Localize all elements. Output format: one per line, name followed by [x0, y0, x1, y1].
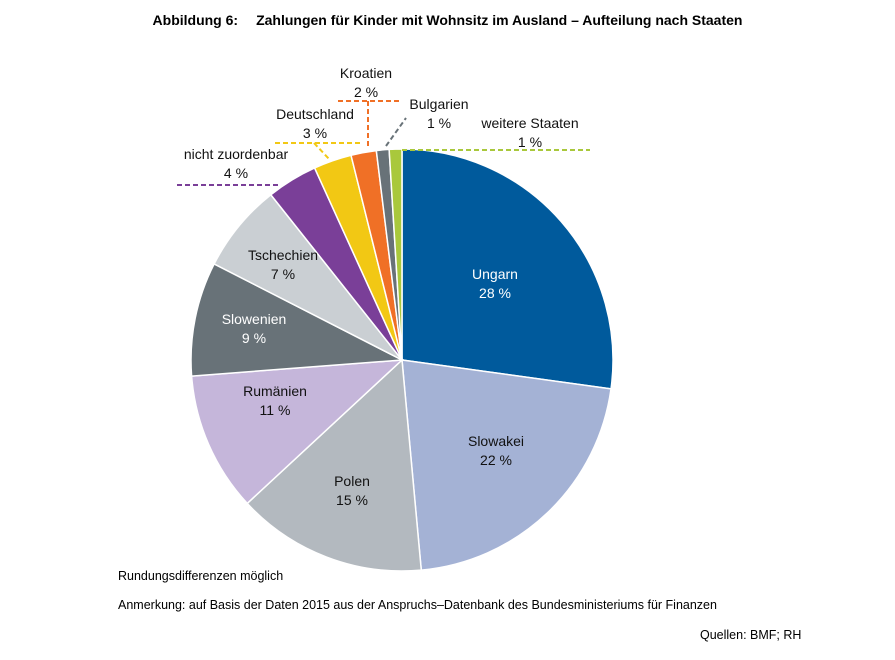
slice-label-slowakei: Slowakei 22 % — [467, 433, 525, 468]
figure-number: Abbildung 6: — [152, 12, 239, 28]
remark-note: Anmerkung: auf Basis der Daten 2015 aus … — [118, 598, 717, 612]
slice-weitere-staaten — [388, 148, 403, 361]
slice-label-ungarn: Ungarn 28 % — [472, 266, 518, 301]
slice-rumänien — [190, 359, 405, 505]
slice-label-slowenien: Slowenien 9 % — [221, 311, 287, 346]
chart-title: Abbildung 6: Zahlungen für Kinder mit Woh… — [0, 12, 895, 28]
slice-slowenien — [190, 262, 405, 377]
slice-label-polen: Polen 15 % — [334, 473, 370, 508]
slice-slowakei — [401, 359, 612, 571]
leader-bulgarien — [385, 117, 407, 147]
rounding-note: Rundungsdifferenzen möglich — [118, 569, 284, 583]
slice-label-rumaenien: Rumänien 11 % — [243, 383, 307, 418]
slice-label-kroatien: Kroatien 2 % — [339, 65, 393, 100]
slice-label-nicht-zuordenbar: nicht zuordenbar 4 % — [183, 146, 289, 181]
title-text: Zahlungen für Kinder mit Wohnsitz im Aus… — [256, 12, 743, 28]
slice-label-weitere-staaten: weitere Staaten 1 % — [481, 115, 579, 150]
slice-label-bulgarien: Bulgarien 1 % — [409, 96, 469, 131]
sources-note: Quellen: BMF; RH — [700, 628, 802, 642]
slice-label-tschechien: Tschechien 7 % — [247, 247, 319, 282]
leader-deutschland-d — [313, 142, 331, 161]
slice-ungarn — [401, 148, 614, 390]
slice-polen — [246, 358, 423, 572]
slice-label-deutschland: Deutschland 3 % — [276, 106, 354, 141]
